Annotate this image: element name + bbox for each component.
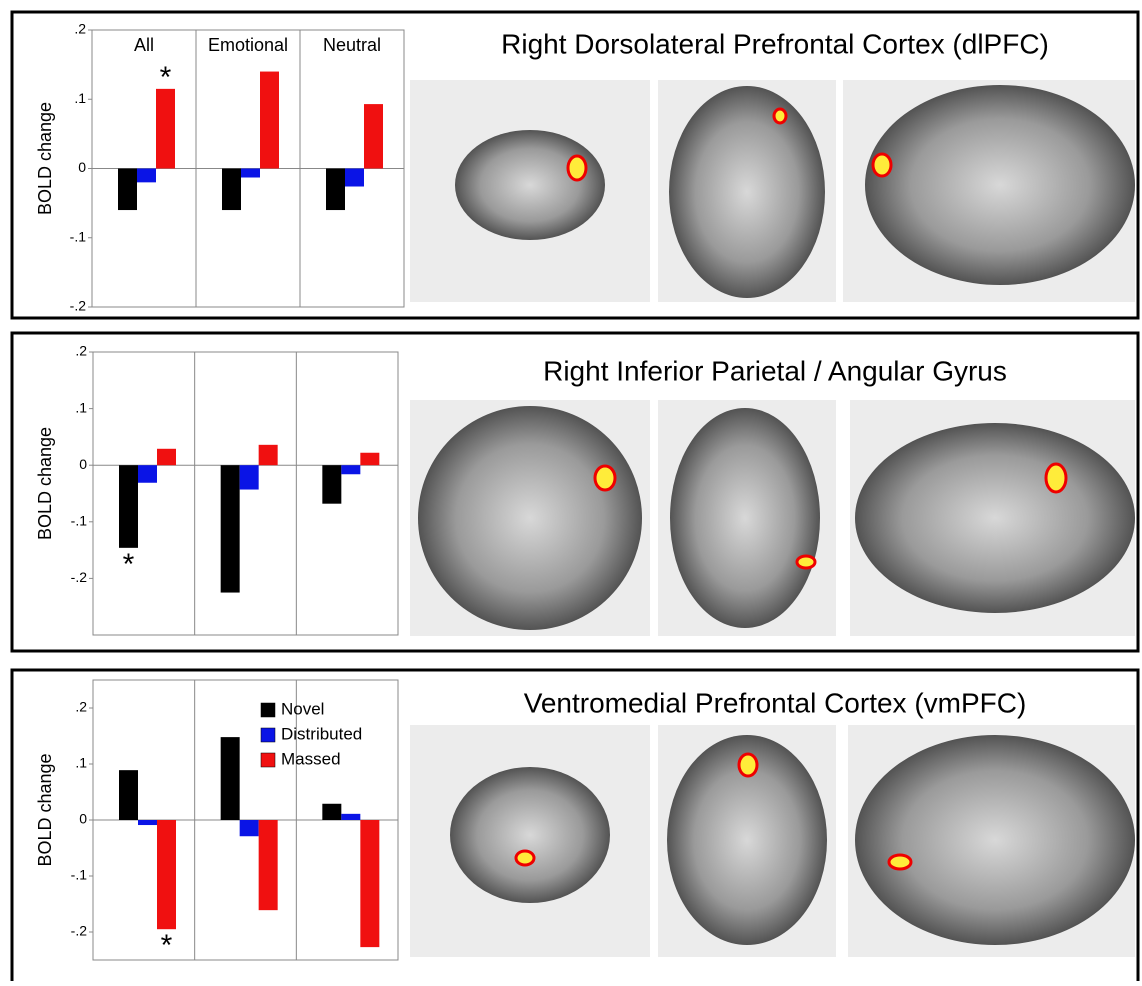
legend-label: Massed: [281, 749, 341, 768]
y-tick-label: .1: [75, 399, 87, 415]
significance-marker: *: [161, 929, 173, 962]
bar: [119, 770, 138, 820]
bar: [341, 465, 360, 474]
bar: [156, 89, 175, 169]
significance-marker: *: [123, 548, 135, 581]
legend-swatch: [261, 728, 275, 742]
bar: [137, 169, 156, 183]
bar: [360, 820, 379, 947]
y-tick-label: -.2: [71, 923, 88, 939]
bar: [240, 465, 259, 489]
bar: [326, 169, 345, 211]
y-tick-label: 0: [79, 811, 87, 827]
bar: [118, 169, 137, 211]
category-label: Neutral: [323, 35, 381, 55]
bar: [119, 465, 138, 548]
y-axis-label: BOLD change: [35, 427, 55, 540]
y-tick-label: -.1: [71, 867, 88, 883]
panel-title: Ventromedial Prefrontal Cortex (vmPFC): [524, 687, 1027, 718]
bar: [259, 445, 278, 465]
bar: [341, 814, 360, 820]
bar: [157, 449, 176, 465]
bar: [138, 465, 157, 483]
bar: [345, 169, 364, 187]
y-tick-label: -.2: [71, 569, 88, 585]
bar: [241, 169, 260, 178]
y-tick-label: .2: [75, 699, 87, 715]
y-tick-label: -.2: [70, 298, 87, 314]
figure: Right Dorsolateral Prefrontal Cortex (dl…: [0, 0, 1142, 981]
legend-swatch: [261, 703, 275, 717]
bar: [364, 104, 383, 168]
bar: [221, 737, 240, 820]
bar: [222, 169, 241, 211]
y-tick-label: 0: [78, 159, 86, 175]
plot-frame: [93, 352, 398, 635]
significance-marker: *: [160, 61, 172, 94]
panel-title: Right Inferior Parietal / Angular Gyrus: [543, 355, 1007, 386]
bar: [322, 465, 341, 503]
bar: [260, 72, 279, 169]
y-tick-label: 0: [79, 456, 87, 472]
legend-swatch: [261, 753, 275, 767]
brain-images: [410, 80, 1135, 957]
y-tick-label: .2: [74, 21, 86, 37]
legend-label: Novel: [281, 699, 324, 718]
y-tick-label: -.1: [70, 228, 87, 244]
bar: [322, 804, 341, 820]
bar: [259, 820, 278, 910]
bar: [240, 820, 259, 836]
legend-label: Distributed: [281, 724, 362, 743]
bar: [221, 465, 240, 592]
panel-title: Right Dorsolateral Prefrontal Cortex (dl…: [501, 28, 1049, 59]
category-label: Emotional: [208, 35, 288, 55]
y-axis-label: BOLD change: [35, 102, 55, 215]
y-axis-label: BOLD change: [35, 753, 55, 866]
bar: [360, 453, 379, 465]
category-label: All: [134, 35, 154, 55]
y-tick-label: .1: [75, 755, 87, 771]
y-tick-label: .1: [74, 90, 86, 106]
y-tick-label: .2: [75, 343, 87, 359]
bar: [138, 820, 157, 825]
y-tick-label: -.1: [71, 513, 88, 529]
bar: [157, 820, 176, 929]
